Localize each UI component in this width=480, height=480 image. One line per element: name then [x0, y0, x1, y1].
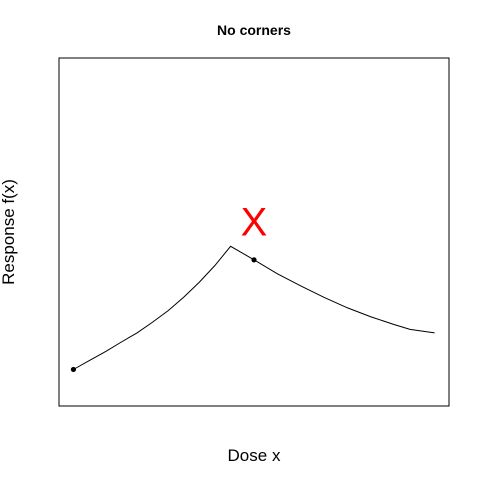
- x-axis-label: Dose x: [228, 446, 281, 465]
- plot-layer: X: [70, 200, 435, 373]
- series-line-0: [73, 245, 435, 370]
- data-point-0: [70, 366, 77, 373]
- annotation-marker-0: X: [241, 200, 268, 244]
- y-axis-label: Response f(x): [0, 179, 18, 285]
- data-point-1: [251, 257, 257, 263]
- chart-title: No corners: [217, 22, 291, 38]
- plot-frame: [58, 57, 450, 407]
